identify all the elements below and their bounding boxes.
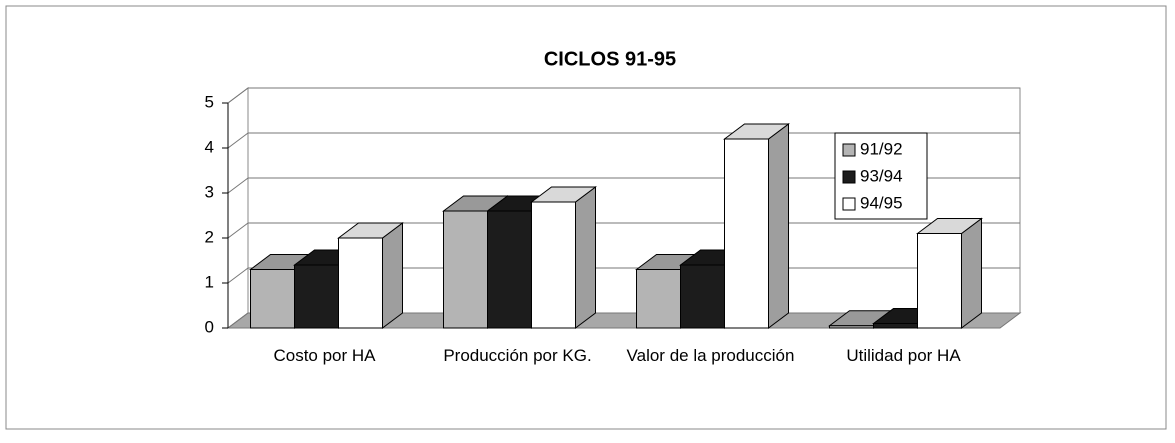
- y-tick-label: 0: [205, 317, 214, 336]
- grid-line-side: [227, 312, 249, 329]
- bar-side: [961, 217, 982, 329]
- grid-line-side: [227, 87, 249, 104]
- grid-line-side: [227, 222, 249, 239]
- legend-label: 91/92: [860, 139, 903, 158]
- bar: [829, 325, 874, 329]
- bar-side: [382, 222, 403, 329]
- bar: [294, 264, 339, 329]
- y-tick-label: 2: [205, 227, 214, 246]
- bar: [443, 210, 488, 329]
- grid-line-side: [227, 177, 249, 194]
- y-tick-label: 1: [205, 272, 214, 291]
- x-tick-label: Costo por HA: [273, 346, 376, 365]
- bar: [531, 201, 576, 329]
- bar-side: [768, 123, 789, 329]
- y-tick-label: 4: [205, 137, 214, 156]
- y-tick-label: 5: [205, 92, 214, 111]
- side-wall: [227, 87, 249, 329]
- bar: [873, 323, 918, 329]
- grid-line-side: [227, 132, 249, 149]
- bar: [680, 264, 725, 329]
- legend-swatch: [842, 143, 856, 157]
- x-tick-label: Valor de la producción: [626, 346, 795, 365]
- x-tick-label: Utilidad por HA: [846, 346, 961, 365]
- chart-border: [5, 5, 1167, 430]
- y-tick-label: 3: [205, 182, 214, 201]
- chart-title: CICLOS 91-95: [544, 48, 676, 70]
- grid-line-side: [227, 267, 249, 284]
- bar: [917, 233, 962, 329]
- legend-label: 94/95: [860, 193, 903, 212]
- bar: [338, 237, 383, 329]
- bar: [724, 138, 769, 329]
- legend-swatch: [842, 170, 856, 184]
- x-tick-label: Producción por KG.: [443, 346, 592, 365]
- bar-side: [575, 186, 596, 329]
- bar: [487, 210, 532, 329]
- bar: [250, 269, 295, 329]
- legend-swatch: [842, 197, 856, 211]
- legend-label: 93/94: [860, 166, 903, 185]
- bar: [636, 269, 681, 329]
